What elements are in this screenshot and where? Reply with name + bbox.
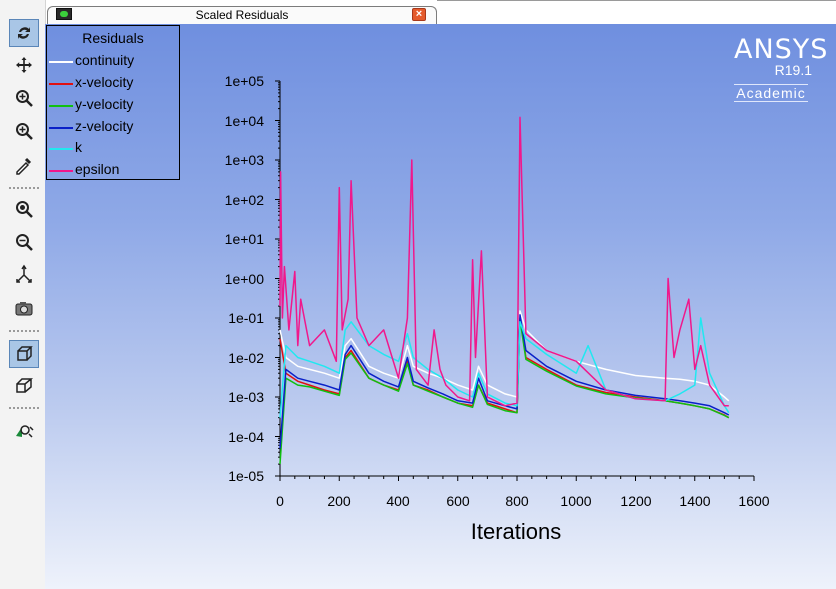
toolbar-separator: [9, 330, 39, 332]
legend-swatch: [49, 170, 73, 172]
y-tick-label: 1e+05: [224, 73, 264, 89]
y-tick-label: 1e+02: [224, 192, 264, 208]
zoom-in-out-icon: [16, 90, 33, 107]
select-axis-icon: [16, 264, 32, 283]
zoom-out-icon: [16, 234, 33, 251]
legend-swatch: [49, 61, 73, 63]
legend-item-y-velocity: y-velocity: [47, 96, 179, 114]
y-tick-label: 1e-02: [228, 350, 264, 366]
rotate-view-button[interactable]: [9, 19, 39, 47]
series-line-continuity: [279, 310, 730, 402]
x-tick-label: 1200: [620, 493, 652, 509]
legend-label: z-velocity: [75, 118, 134, 134]
window-border: [437, 0, 836, 1]
y-tick-label: 1e-01: [228, 310, 264, 326]
toolbar-separator: [9, 187, 39, 189]
series-line-epsilon: [279, 116, 729, 407]
legend-swatch: [49, 105, 73, 107]
x-tick-label: 1400: [679, 493, 711, 509]
probe-icon: [16, 157, 32, 175]
close-icon[interactable]: ×: [412, 8, 426, 21]
ansys-version: R19.1: [774, 62, 812, 78]
probe-button[interactable]: [9, 151, 39, 179]
camera-icon: [15, 302, 33, 316]
residuals-legend: Residuals continuity x-velocity y-veloci…: [46, 25, 180, 180]
x-axis-label: Iterations: [470, 519, 562, 544]
legend-item-x-velocity: x-velocity: [47, 74, 179, 92]
pan-button[interactable]: [9, 51, 39, 79]
scaled-residuals-tab[interactable]: Scaled Residuals ×: [47, 6, 437, 24]
legend-item-continuity: continuity: [47, 52, 179, 70]
rotate-view-icon: [18, 27, 30, 39]
orthographic-view-button[interactable]: [9, 340, 39, 368]
legend-item-epsilon: epsilon: [47, 161, 179, 179]
y-tick-label: 1e+04: [224, 113, 264, 129]
legend-swatch: [49, 148, 73, 150]
pan-icon: [16, 57, 32, 73]
legend-item-z-velocity: z-velocity: [47, 118, 179, 136]
x-tick-label: 1600: [738, 493, 770, 509]
legend-item-k: k: [47, 139, 179, 157]
legend-label: x-velocity: [75, 74, 134, 90]
legend-swatch: [49, 83, 73, 85]
graphics-window[interactable]: [45, 24, 836, 589]
fit-to-window-icon: [16, 201, 33, 218]
mouse-options-icon: [16, 425, 34, 438]
select-axis-button[interactable]: [9, 261, 39, 289]
zoom-to-area-button[interactable]: [9, 117, 39, 145]
perspective-view-icon: [16, 378, 34, 393]
tab-title: Scaled Residuals: [195, 8, 289, 22]
x-tick-label: 600: [446, 493, 470, 509]
y-tick-label: 1e-03: [228, 389, 264, 405]
graphics-toolbar: [0, 0, 46, 589]
series-line-y-velocity: [279, 319, 730, 465]
y-tick-label: 1e-04: [228, 429, 264, 445]
x-tick-label: 1000: [560, 493, 592, 509]
legend-label: epsilon: [75, 161, 120, 177]
ansys-edition: Academic: [734, 84, 808, 102]
series-line-k: [279, 317, 730, 418]
x-tick-label: 800: [505, 493, 529, 509]
ansys-logo: ANSYS: [734, 34, 829, 65]
x-tick-label: 0: [276, 493, 284, 509]
orthographic-view-icon: [17, 346, 33, 361]
zoom-out-button[interactable]: [9, 228, 39, 256]
x-tick-label: 400: [386, 493, 410, 509]
x-tick-label: 200: [327, 493, 351, 509]
legend-label: y-velocity: [75, 96, 134, 112]
y-tick-label: 1e-05: [228, 468, 264, 484]
legend-title: Residuals: [82, 30, 144, 46]
camera-button[interactable]: [9, 295, 39, 323]
toolbar-separator: [9, 407, 39, 409]
zoom-in-out-button[interactable]: [9, 84, 39, 112]
y-tick-label: 1e+00: [224, 271, 264, 287]
mouse-options-button[interactable]: [9, 417, 39, 445]
y-tick-label: 1e+01: [224, 231, 264, 247]
series-line-z-velocity: [279, 314, 730, 449]
legend-label: continuity: [75, 52, 135, 68]
y-tick-label: 1e+03: [224, 152, 264, 168]
legend-swatch: [49, 127, 73, 129]
legend-label: k: [75, 139, 82, 155]
fluent-window-icon: [56, 8, 72, 20]
perspective-view-button[interactable]: [9, 372, 39, 400]
zoom-to-area-icon: [16, 123, 33, 140]
fit-to-window-button[interactable]: [9, 195, 39, 223]
